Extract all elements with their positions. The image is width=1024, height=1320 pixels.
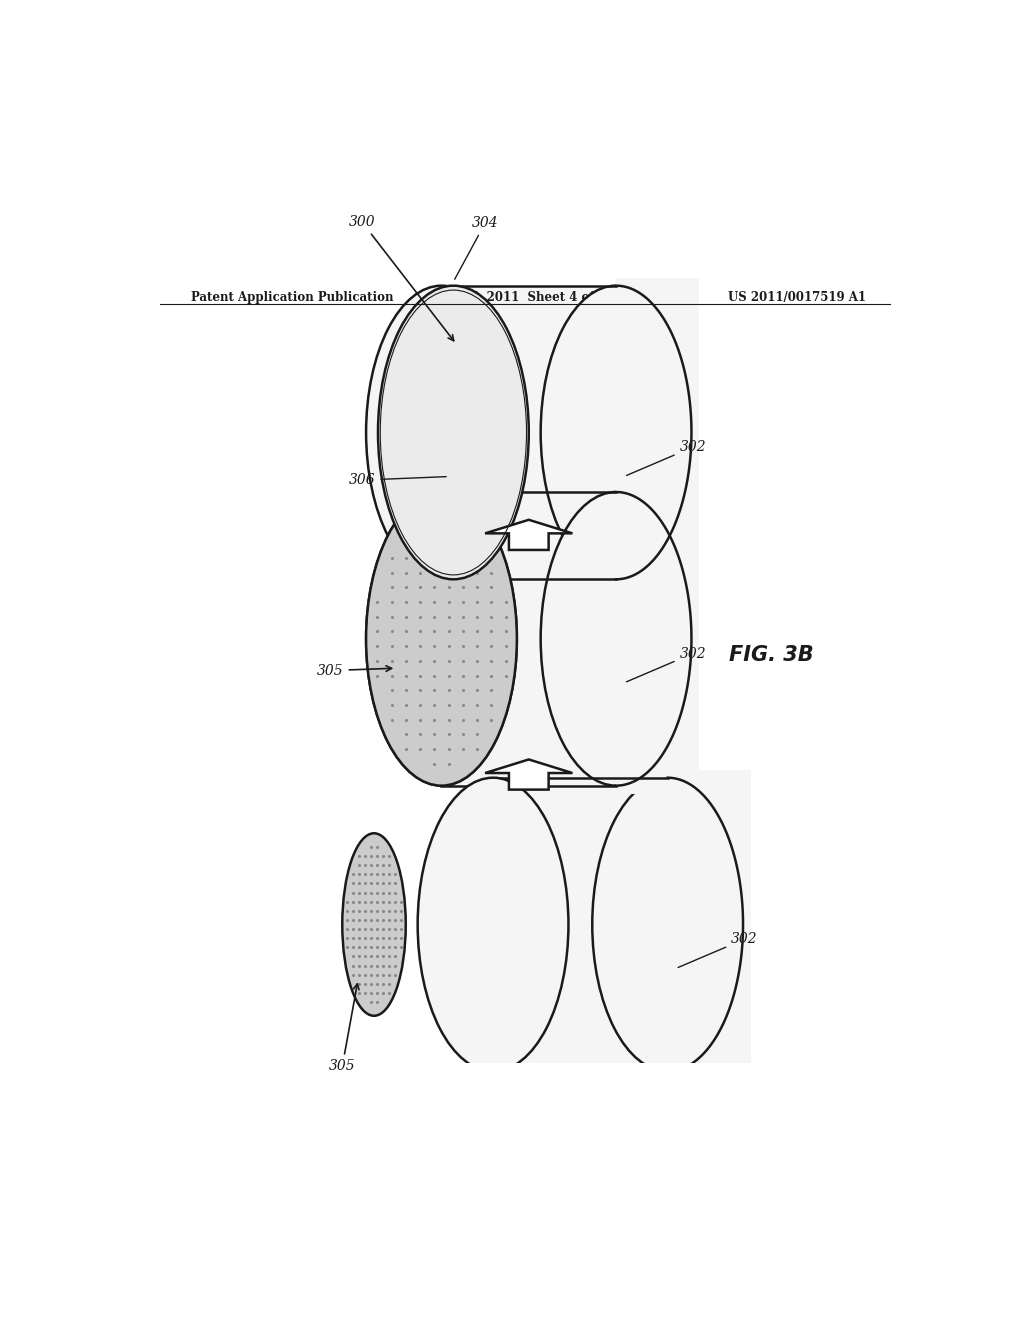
Text: Jan. 27, 2011  Sheet 4 of 12: Jan. 27, 2011 Sheet 4 of 12 <box>433 292 616 304</box>
Text: 305: 305 <box>317 664 391 677</box>
Text: FIG. 3B: FIG. 3B <box>728 644 813 665</box>
Text: 302: 302 <box>678 932 758 968</box>
Text: 300: 300 <box>349 215 454 341</box>
Polygon shape <box>494 777 668 1072</box>
Polygon shape <box>441 285 616 579</box>
Polygon shape <box>485 520 572 550</box>
Text: 302: 302 <box>627 647 707 682</box>
Polygon shape <box>616 484 699 793</box>
Text: Patent Application Publication: Patent Application Publication <box>191 292 394 304</box>
Text: 302: 302 <box>627 440 707 475</box>
Text: 304: 304 <box>455 216 499 280</box>
Text: US 2011/0017519 A1: US 2011/0017519 A1 <box>728 292 866 304</box>
Ellipse shape <box>367 492 517 785</box>
Ellipse shape <box>342 833 406 1016</box>
Polygon shape <box>441 492 616 785</box>
Ellipse shape <box>541 285 691 579</box>
Ellipse shape <box>418 777 568 1072</box>
Polygon shape <box>485 759 572 789</box>
Polygon shape <box>616 277 699 587</box>
Ellipse shape <box>541 492 691 785</box>
Ellipse shape <box>378 285 528 579</box>
Polygon shape <box>668 770 751 1080</box>
Text: 306: 306 <box>349 473 446 487</box>
Ellipse shape <box>592 777 743 1072</box>
Ellipse shape <box>367 285 517 579</box>
Ellipse shape <box>367 492 517 785</box>
Text: 305: 305 <box>329 983 359 1073</box>
